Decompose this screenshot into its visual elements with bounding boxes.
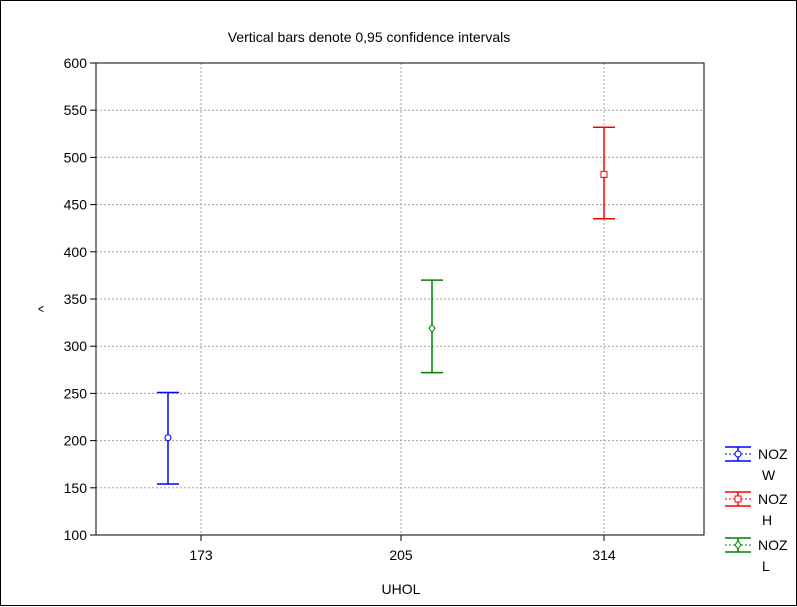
x-axis-label: UHOL xyxy=(382,581,421,597)
y-tick-label: 550 xyxy=(64,102,88,118)
legend-marker-square xyxy=(734,495,742,503)
y-tick-label: 100 xyxy=(64,527,88,543)
legend-label-line1: NOZ xyxy=(758,491,788,507)
y-tick-label: 400 xyxy=(64,244,88,260)
y-tick-label: 200 xyxy=(64,433,88,449)
mean-point-circle xyxy=(164,434,172,442)
legend-label-line2: H xyxy=(762,512,772,528)
chart-title: Vertical bars denote 0,95 confidence int… xyxy=(228,29,511,45)
mean-point-diamond xyxy=(428,323,436,334)
y-tick-label: 150 xyxy=(64,480,88,496)
y-tick-label: 450 xyxy=(64,197,88,213)
error-bar-series-2 xyxy=(421,279,443,374)
x-tick-label: 314 xyxy=(592,547,616,563)
x-tick-label: 173 xyxy=(189,547,213,563)
y-tick-label: 600 xyxy=(64,55,88,71)
y-tick-label: 350 xyxy=(64,291,88,307)
legend-item-0: NOZ W xyxy=(725,446,788,483)
x-tick-label: 205 xyxy=(389,547,413,563)
y-axis-label: ^ xyxy=(35,305,51,312)
y-tick-label: 250 xyxy=(64,385,88,401)
legend-item-2: NOZ L xyxy=(725,537,788,574)
legend: NOZ W NOZ H NOZ L xyxy=(725,446,788,574)
legend-item-1: NOZ H xyxy=(725,491,788,528)
y-tick-label: 300 xyxy=(64,338,88,354)
y-tick-label: 500 xyxy=(64,149,88,165)
x-axis: 173 205 314 xyxy=(189,535,616,563)
legend-label-line1: NOZ xyxy=(758,537,788,553)
legend-marker-diamond xyxy=(734,540,742,550)
grid xyxy=(96,63,704,535)
mean-point-square xyxy=(600,170,608,178)
legend-label-line1: NOZ xyxy=(758,446,788,462)
data-marks xyxy=(157,126,615,485)
y-axis: 100 150 200 250 300 350 400 450 500 550 600 xyxy=(64,55,96,543)
legend-label-line2: W xyxy=(762,467,776,483)
legend-marker-circle xyxy=(734,450,742,458)
error-bar-series-1 xyxy=(593,126,615,220)
error-bar-series-0 xyxy=(157,391,179,485)
legend-label-line2: L xyxy=(762,558,770,574)
